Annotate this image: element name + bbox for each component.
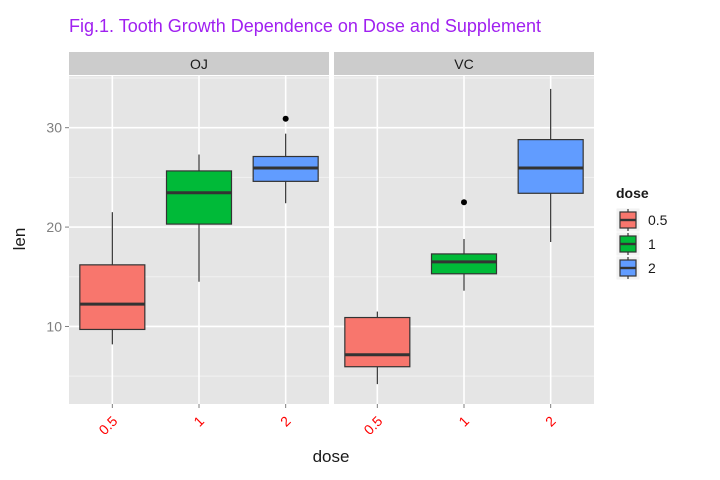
legend: dose 0.5 1 2	[615, 185, 668, 281]
outlier-point	[461, 199, 467, 206]
boxplot-vc-dose-2	[517, 88, 584, 242]
boxplot-oj-dose-1	[165, 154, 233, 282]
chart-title: Fig.1. Tooth Growth Dependence on Dose a…	[69, 16, 541, 36]
x-tick-label: 1	[455, 413, 472, 430]
x-tick-label: 0.5	[360, 413, 385, 438]
x-tick-label: 2	[542, 413, 559, 430]
box	[344, 316, 411, 368]
x-axis-title: dose	[313, 447, 350, 466]
boxplot-vc-dose-0.5	[344, 311, 411, 385]
legend-label: 2	[648, 260, 656, 276]
facet-strip-label: VC	[454, 56, 473, 72]
facet-strip	[69, 52, 329, 75]
x-tick-label: 0.5	[95, 413, 120, 438]
box	[79, 264, 146, 331]
legend-item-0.5: 0.5	[615, 207, 668, 233]
outlier-point	[282, 115, 289, 122]
legend-item-1: 1	[615, 231, 656, 257]
box	[430, 253, 498, 275]
boxplot-oj-dose-0.5	[79, 212, 146, 345]
y-tick-label: 30	[46, 120, 62, 136]
legend-item-2: 2	[615, 255, 656, 281]
facet-strip	[334, 52, 594, 75]
legend-label: 1	[648, 236, 656, 252]
facet-vc: VC 0.5 1 2	[334, 52, 594, 438]
x-tick-label: 1	[190, 413, 207, 430]
facet-oj: OJ 0.5 1 2	[69, 52, 329, 438]
y-tick-label: 10	[46, 318, 62, 334]
boxplot-oj-dose-2	[252, 115, 319, 204]
x-tick-label: 2	[277, 413, 294, 430]
y-tick-label: 20	[46, 219, 62, 235]
facet-panels: OJ 0.5 1 2 VC 0.5 1 2 10 20 30	[46, 52, 594, 438]
y-axis-title: len	[10, 228, 29, 251]
legend-label: 0.5	[648, 212, 668, 228]
legend-title: dose	[616, 185, 649, 201]
facet-strip-label: OJ	[190, 56, 208, 72]
box	[165, 170, 233, 225]
boxplot-vc-dose-1	[430, 199, 498, 291]
